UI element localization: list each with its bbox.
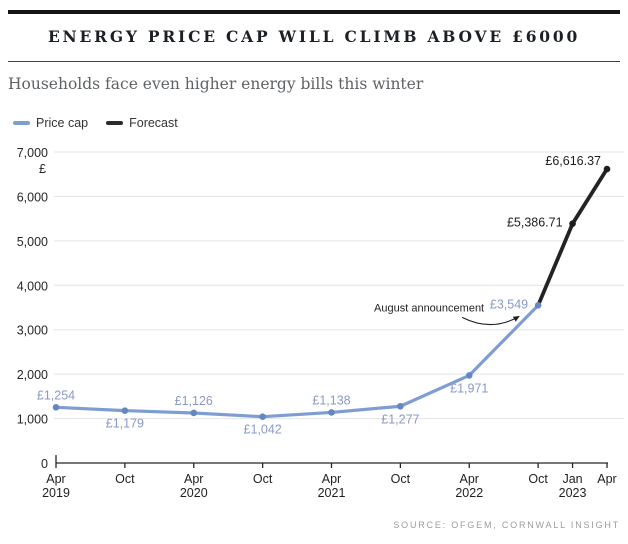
point-value-label: £1,126 <box>175 394 213 408</box>
y-tick-label: 1,000 <box>17 413 48 427</box>
gridlines <box>54 151 624 420</box>
x-tick-year-label: 2023 <box>559 486 587 500</box>
annotation-text: August announcement <box>374 302 484 314</box>
data-point-price-cap <box>465 372 473 379</box>
data-point-forecast <box>569 220 576 227</box>
point-value-label: £1,254 <box>37 388 75 402</box>
x-tick-label: Oct <box>115 472 135 486</box>
point-value-label: £1,971 <box>450 381 488 395</box>
x-tick-label: Apr <box>460 472 479 486</box>
x-axis <box>55 455 608 468</box>
chart-subtitle: Households face even higher energy bills… <box>8 75 424 93</box>
x-tick-label: Apr <box>322 472 341 486</box>
y-tick-label: 6,000 <box>17 190 48 204</box>
data-point-forecast <box>603 165 611 173</box>
price-cap-legend-label: Price cap <box>36 116 89 130</box>
point-value-label: £3,549 <box>490 297 528 311</box>
x-tick-label: Apr <box>184 472 203 486</box>
x-tick-label: Apr <box>597 472 616 486</box>
price-cap-legend-swatch <box>13 121 30 125</box>
x-tick-year-label: 2020 <box>180 486 208 500</box>
data-point-price-cap <box>328 409 335 416</box>
top-rule <box>8 10 620 14</box>
point-value-label: £1,042 <box>244 423 282 437</box>
y-axis-unit-label: £ <box>39 162 46 176</box>
x-tick-label: Apr <box>46 472 65 486</box>
x-tick-year-label: 2022 <box>455 486 483 500</box>
x-tick-label: Jan <box>562 472 582 486</box>
line-price-cap <box>54 303 540 419</box>
data-point-price-cap <box>121 407 129 414</box>
data-point-price-cap <box>534 302 542 309</box>
point-value-label: £5,386.71 <box>507 216 563 230</box>
point-value-label: £6,616.37 <box>545 154 601 168</box>
x-tick-label: Oct <box>528 472 548 486</box>
legend: Price cap Forecast <box>13 116 196 130</box>
y-tick-label: 5,000 <box>17 235 48 249</box>
forecast-legend-label: Forecast <box>129 116 178 130</box>
point-value-label: £1,179 <box>106 417 144 431</box>
x-tick-label: Oct <box>391 472 411 486</box>
point-value-label: £1,138 <box>312 393 350 407</box>
y-tick-label: 7,000 <box>17 146 48 160</box>
y-tick-label: 0 <box>41 457 48 471</box>
y-tick-label: 3,000 <box>17 324 48 338</box>
source-credit: SOURCE: OFGEM, CORNWALL INSIGHT <box>393 520 620 530</box>
data-point-price-cap <box>52 403 60 411</box>
data-point-price-cap <box>259 413 266 421</box>
data-point-price-cap <box>397 402 404 410</box>
y-axis-labels: 0 1,000 2,000 3,000 4,000 5,000 6,000 7,000 £ <box>17 146 48 471</box>
x-tick-year-label: 2019 <box>42 486 70 500</box>
data-point-price-cap <box>190 409 198 417</box>
x-tick-label: Oct <box>253 472 273 486</box>
annotation-arrow <box>461 315 520 326</box>
y-tick-label: 4,000 <box>17 279 48 293</box>
title-divider <box>8 61 620 62</box>
y-tick-label: 2,000 <box>17 368 48 382</box>
forecast-legend-swatch <box>106 121 124 125</box>
chart-title: ENERGY PRICE CAP WILL CLIMB ABOVE £6000 <box>47 27 581 46</box>
x-tick-year-label: 2021 <box>318 486 346 500</box>
point-value-label: £1,277 <box>381 412 419 426</box>
